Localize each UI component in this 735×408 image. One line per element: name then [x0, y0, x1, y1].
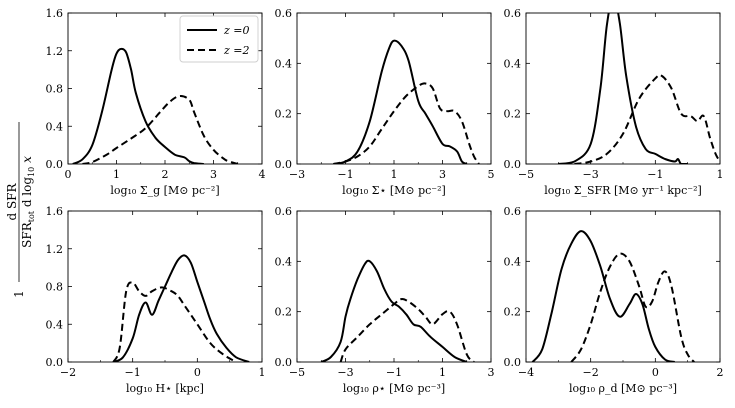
series-line-z0 [333, 39, 468, 164]
series-line-z0 [320, 259, 468, 362]
x-tick-label: 3 [488, 366, 495, 379]
y-tick-label: 0.2 [504, 306, 522, 319]
y-tick-label: 0.8 [46, 83, 64, 96]
x-tick-label: 2 [717, 366, 724, 379]
legend-label-z2: z =2 [223, 44, 250, 57]
x-tick-label: 3 [210, 168, 217, 181]
ylabel-denominator: SFRtot d log10 x [20, 156, 36, 248]
panel-5: −5 −3 −1 1 3 0.0 0.2 0.4 0.6 log₁₀ ρ⋆ [M⊙ pc⁻³] [275, 205, 495, 395]
series-line-z0 [558, 13, 688, 164]
x-tick-label: 1 [391, 168, 398, 181]
series-line-z0 [531, 230, 675, 362]
y-tick-label: 0.4 [504, 57, 522, 70]
x-tick-label: 3 [439, 168, 446, 181]
ylabel-den-log-sub: 10 [27, 167, 36, 177]
panel-1: 0 1 2 3 4 0.0 0.4 0.8 1.2 1.6 log₁₀ Σ_g [M⊙ pc⁻²] [46, 7, 266, 197]
shared-y-axis-label: 1 d SFR SFRtot d log10 x [5, 122, 36, 298]
x-tick-label: −3 [583, 168, 599, 181]
y-tick-label: 0.6 [275, 7, 293, 20]
series-line-z0 [72, 47, 204, 164]
axes-frame [525, 210, 721, 363]
x-axis-label: log₁₀ ρ_d [M⊙ pc⁻³] [569, 382, 677, 395]
x-axis-label: log₁₀ Σ_g [M⊙ pc⁻²] [110, 184, 219, 197]
panel-4: −2 −1 0 1 0.0 0.4 0.8 1.2 1.6 log₁₀ H⋆ [kpc] [46, 205, 266, 395]
x-tick-label: 4 [259, 168, 266, 181]
y-tick-label: 0.4 [275, 255, 293, 268]
y-tick-label: 1.2 [46, 45, 64, 58]
y-tick-label: 1.6 [46, 205, 64, 218]
y-tick-label: 0.6 [275, 205, 293, 218]
x-tick-label: −1 [125, 366, 141, 379]
series-line-z2 [112, 281, 237, 362]
series-line-z2 [339, 298, 475, 362]
y-tick-label: 0.0 [275, 158, 293, 171]
y-tick-label: 0.8 [46, 281, 64, 294]
y-tick-label: 0.0 [275, 356, 293, 369]
panel-2: −3 −1 1 3 5 0.0 0.2 0.4 0.6 log₁₀ Σ⋆ [M⊙ pc⁻²] [275, 7, 495, 197]
ylabel-den-x: x [20, 156, 34, 167]
x-tick-label: 0 [194, 366, 201, 379]
x-tick-label: −3 [337, 366, 353, 379]
y-tick-label: 1.2 [46, 243, 64, 256]
y-tick-label: 0.4 [46, 318, 64, 331]
x-tick-label: 0 [65, 168, 72, 181]
legend: z =0 z =2 [179, 15, 259, 63]
x-tick-label: −3 [289, 168, 305, 181]
y-tick-label: 0.6 [504, 205, 522, 218]
x-tick-label: −2 [583, 366, 599, 379]
y-tick-label: 0.4 [504, 255, 522, 268]
y-tick-label: 0.2 [504, 108, 522, 121]
ylabel-den-sub: tot [27, 210, 36, 222]
axes-frame [296, 210, 492, 363]
x-tick-label: 1 [717, 168, 724, 181]
y-tick-label: 0.0 [504, 356, 522, 369]
x-axis-label: log₁₀ ρ⋆ [M⊙ pc⁻³] [343, 382, 445, 395]
series-line-z2 [574, 73, 720, 164]
ylabel-den-sfr: SFR [20, 221, 34, 248]
series-line-z2 [570, 252, 695, 362]
ylabel-prefix: 1 [12, 290, 26, 298]
y-tick-label: 0.2 [275, 108, 293, 121]
legend-label-z0: z =0 [223, 24, 250, 37]
x-axis-label: log₁₀ Σ⋆ [M⊙ pc⁻²] [342, 184, 446, 197]
x-tick-label: −1 [647, 168, 663, 181]
x-tick-label: −1 [337, 168, 353, 181]
x-tick-label: 1 [113, 168, 120, 181]
x-tick-label: −5 [518, 168, 534, 181]
y-tick-label: 0.4 [46, 120, 64, 133]
series-line-z2 [333, 82, 480, 164]
panel-3: −5 −3 −1 1 0.0 0.2 0.4 0.6 log₁₀ Σ_SFR [M⊙ yr⁻¹ … [504, 7, 724, 197]
x-tick-label: −4 [518, 366, 534, 379]
y-tick-label: 0.6 [504, 7, 522, 20]
x-tick-label: −2 [60, 366, 76, 379]
y-tick-label: 0.0 [46, 356, 64, 369]
x-tick-label: −5 [289, 366, 305, 379]
x-axis-label: log₁₀ H⋆ [kpc] [126, 382, 204, 395]
x-tick-label: 2 [162, 168, 169, 181]
x-tick-label: 1 [259, 366, 266, 379]
x-tick-label: 0 [652, 366, 659, 379]
ylabel-den-dlog: d log [20, 177, 34, 211]
x-tick-label: 5 [488, 168, 495, 181]
x-axis-label: log₁₀ Σ_SFR [M⊙ yr⁻¹ kpc⁻²] [544, 184, 702, 197]
y-tick-label: 0.0 [504, 158, 522, 171]
y-tick-label: 1.6 [46, 7, 64, 20]
x-tick-label: 1 [439, 366, 446, 379]
series-line-z0 [112, 254, 250, 362]
ylabel-numerator: d SFR [5, 182, 19, 220]
panel-6: −4 −2 0 2 0.0 0.2 0.4 0.6 log₁₀ ρ_d [M⊙ pc⁻³] [504, 205, 724, 395]
y-tick-label: 0.4 [275, 57, 293, 70]
x-tick-label: −1 [386, 366, 402, 379]
y-tick-label: 0.2 [275, 306, 293, 319]
axes-frame [296, 12, 492, 165]
series-line-z2 [82, 95, 239, 164]
y-tick-label: 0.0 [46, 158, 64, 171]
axes-frame [525, 12, 721, 165]
